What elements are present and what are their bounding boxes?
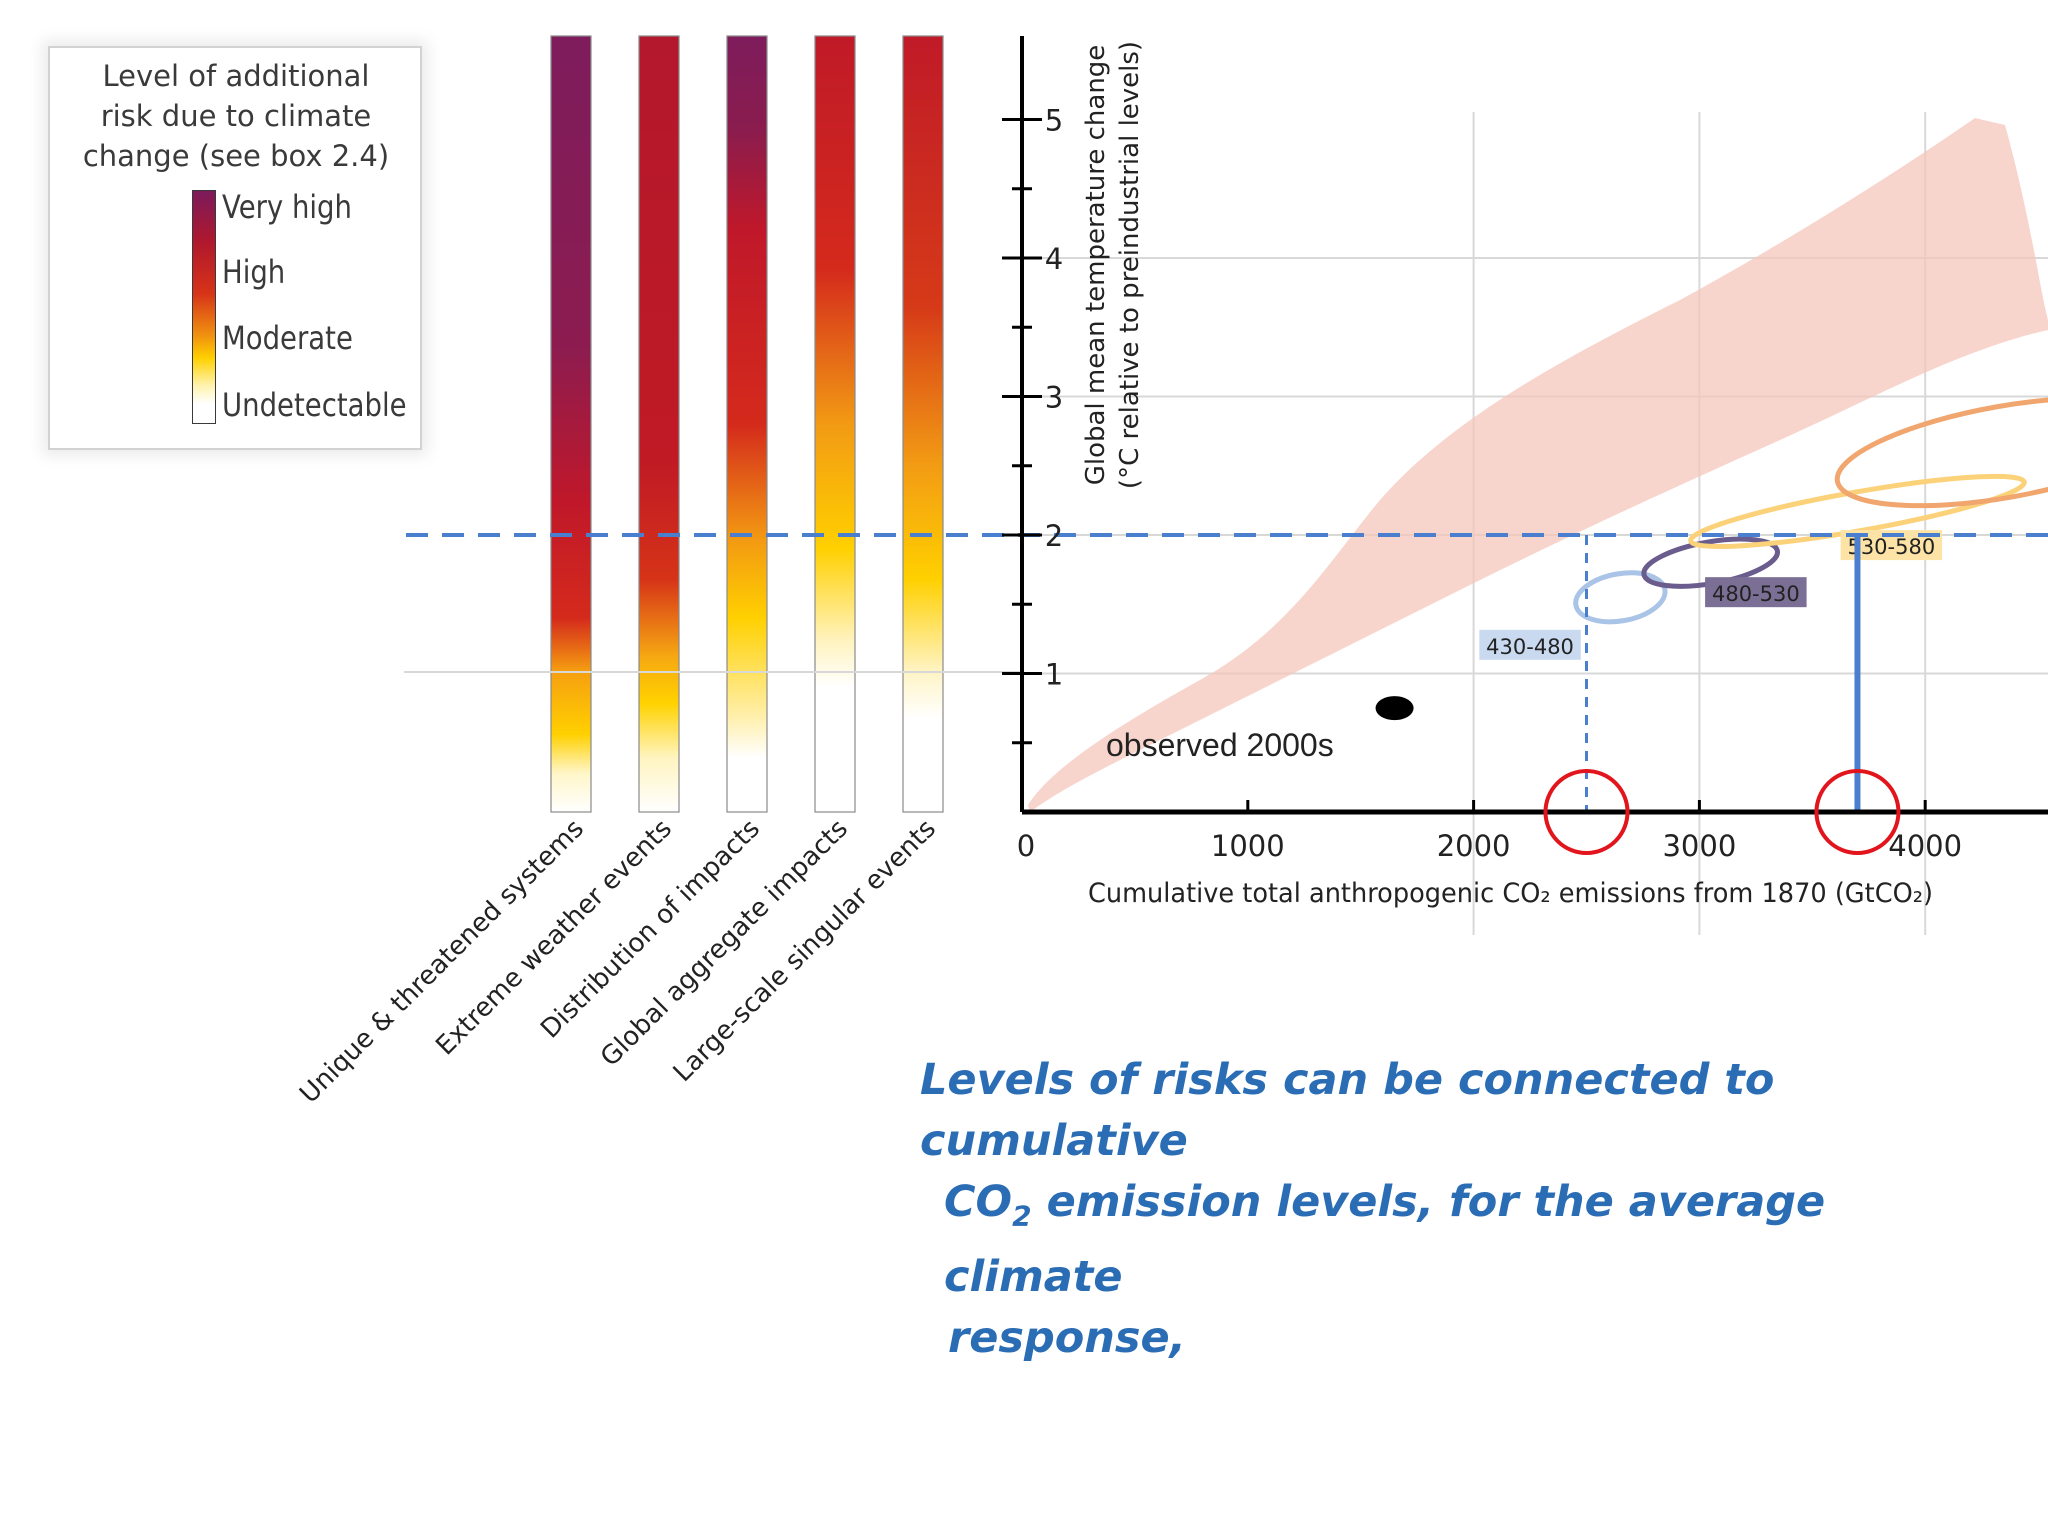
emission-circle (1543, 769, 1630, 855)
x-tick-labels: 010002000300040005000600070008000 (1017, 829, 1962, 863)
observed-2000s-label: observed 2000s (1106, 727, 1334, 763)
scenario-label: 430-480 (1486, 635, 1574, 659)
legend-title: Level of additional risk due to climate … (64, 56, 408, 176)
y-axis-label: Global mean temperature change (°C relat… (1081, 41, 1145, 489)
y-tick-label: 5 (1045, 104, 1063, 138)
target-guide-lines (406, 533, 2048, 812)
scenario-ellipse (1573, 570, 1668, 625)
y-tick-label: 3 (1045, 381, 1063, 415)
caption-line-2-rest: emission levels, for the average climate (944, 1177, 1826, 1302)
y-tick-label: 4 (1045, 242, 1063, 276)
legend-level-high: High (222, 253, 286, 291)
y-tick-labels: 1 2 3 4 5 (1045, 104, 1063, 692)
caption-subscript: 2 (1012, 1199, 1032, 1233)
legend-color-scale (192, 190, 216, 424)
caption-co: CO (944, 1177, 1013, 1227)
caption-line-2: CO2 emission levels, for the average cli… (920, 1172, 1980, 1308)
observed-2000s-dot (1375, 696, 1414, 721)
emission-circle (1814, 769, 1901, 855)
y-axis-label-line: Global mean temperature change (1081, 45, 1111, 486)
risk-bar (638, 35, 680, 813)
risk-legend: Level of additional risk due to climate … (48, 46, 422, 450)
uncertainty-plume (1028, 118, 2048, 812)
risk-bar (550, 35, 592, 813)
risk-bar (902, 35, 944, 813)
risk-bar (814, 35, 856, 813)
caption: Levels of risks can be connected to cumu… (920, 1050, 1980, 1369)
legend-title-line: Level of additional (102, 59, 370, 93)
y-tick-label: 1 (1045, 658, 1063, 692)
x-tick-label: 3000 (1662, 829, 1736, 863)
legend-level-undetectable: Undetectable (222, 386, 407, 424)
x-tick-label: 4000 (1888, 829, 1962, 863)
x-tick-label: 0 (1017, 829, 1035, 863)
x-tick-label: 2000 (1437, 829, 1511, 863)
x-tick-label: 1000 (1211, 829, 1285, 863)
emission-circles (1543, 769, 1901, 855)
legend-level-very-high: Very high (222, 188, 352, 226)
legend-title-line: risk due to climate (100, 99, 372, 133)
observed-group: observed 2000s (1106, 696, 1414, 763)
scenario-label-bg (1705, 577, 1807, 608)
caption-line-3: response, (948, 1312, 1186, 1363)
legend-level-moderate: Moderate (222, 319, 353, 357)
caption-line-1: Levels of risks can be connected to cumu… (920, 1055, 1775, 1166)
chart-axes (1002, 36, 2048, 815)
scenario-label: 480-530 (1712, 582, 1800, 606)
legend-title-line: change (see box 2.4) (82, 139, 390, 173)
scenario-ellipse (1834, 395, 2048, 509)
scenario-label: 530-580 (1847, 535, 1935, 559)
risk-bars (550, 35, 944, 813)
y-axis-label-line: (°C relative to preindustrial levels) (1115, 41, 1145, 489)
y-tick-label: 2 (1045, 519, 1063, 553)
risk-bar (726, 35, 768, 813)
scenario-label-bg (1479, 629, 1581, 660)
x-axis-label: Cumulative total anthropogenic CO₂ emiss… (1088, 878, 1933, 909)
